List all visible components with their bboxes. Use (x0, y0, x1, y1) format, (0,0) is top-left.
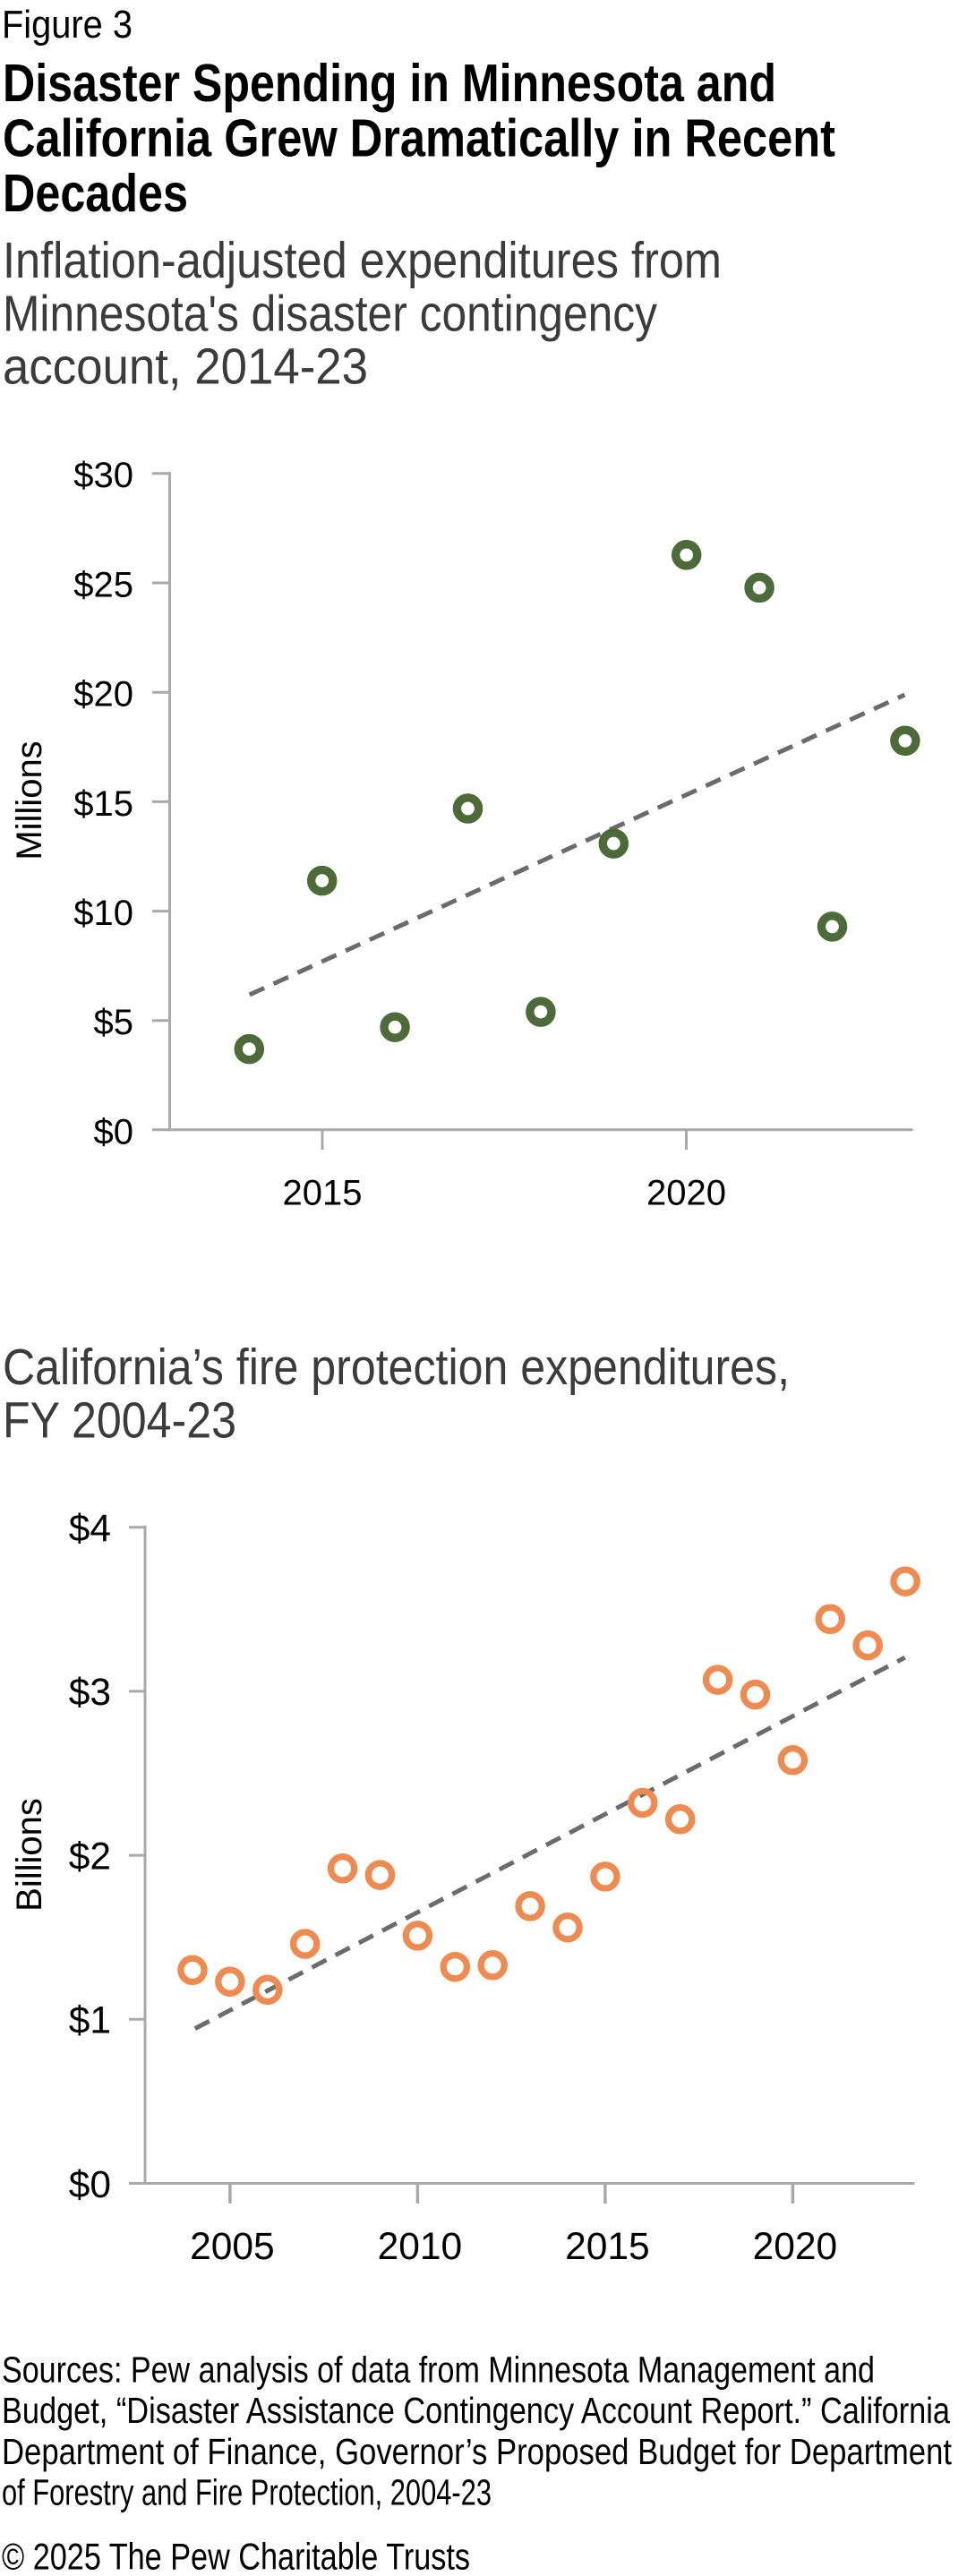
svg-text:Disaster Spending in Minnesota: Disaster Spending in Minnesota and (3, 54, 776, 113)
svg-text:Sources: Pew analysis of data: Sources: Pew analysis of data from Minne… (2, 2349, 875, 2390)
svg-text:Billions: Billions (10, 1798, 49, 1912)
svg-text:2005: 2005 (190, 2226, 275, 2268)
svg-text:2010: 2010 (378, 2226, 463, 2268)
svg-text:FY 2004-23: FY 2004-23 (3, 1392, 236, 1450)
svg-text:$3: $3 (69, 1672, 111, 1714)
svg-text:$25: $25 (73, 565, 133, 604)
svg-text:$20: $20 (73, 675, 133, 715)
svg-text:California Grew Dramatically i: California Grew Dramatically in Recent (3, 109, 835, 168)
svg-text:Minnesota's disaster contingen: Minnesota's disaster contingency (3, 285, 657, 342)
svg-text:2015: 2015 (565, 2226, 650, 2268)
svg-text:$5: $5 (94, 1003, 134, 1042)
svg-text:$1: $1 (69, 2000, 111, 2042)
svg-text:of Forestry and Fire Protectio: of Forestry and Fire Protection, 2004-23 (2, 2472, 492, 2513)
svg-text:Millions: Millions (10, 740, 49, 860)
svg-text:$15: $15 (73, 784, 133, 824)
svg-text:account, 2014-23: account, 2014-23 (3, 338, 368, 396)
svg-text:$0: $0 (94, 1112, 134, 1151)
svg-text:$10: $10 (73, 894, 133, 933)
svg-text:2015: 2015 (283, 1173, 363, 1212)
svg-text:Budget, “Disaster Assistance C: Budget, “Disaster Assistance Contingency… (2, 2390, 950, 2431)
svg-text:Department of Finance, Governo: Department of Finance, Governor’s Propos… (2, 2431, 952, 2472)
svg-text:2020: 2020 (753, 2226, 838, 2268)
svg-text:2020: 2020 (646, 1173, 726, 1212)
svg-text:$0: $0 (69, 2164, 111, 2206)
svg-text:$30: $30 (73, 456, 133, 495)
svg-text:Figure 3: Figure 3 (2, 3, 133, 47)
svg-text:© 2025 The Pew Charitable Trus: © 2025 The Pew Charitable Trusts (2, 2536, 470, 2576)
svg-text:Inflation-adjusted expenditure: Inflation-adjusted expenditures from (3, 232, 722, 289)
svg-text:California’s fire protection e: California’s fire protection expenditure… (3, 1339, 790, 1396)
svg-text:$2: $2 (69, 1836, 111, 1878)
svg-text:$4: $4 (69, 1508, 111, 1550)
svg-text:Decades: Decades (3, 164, 188, 223)
